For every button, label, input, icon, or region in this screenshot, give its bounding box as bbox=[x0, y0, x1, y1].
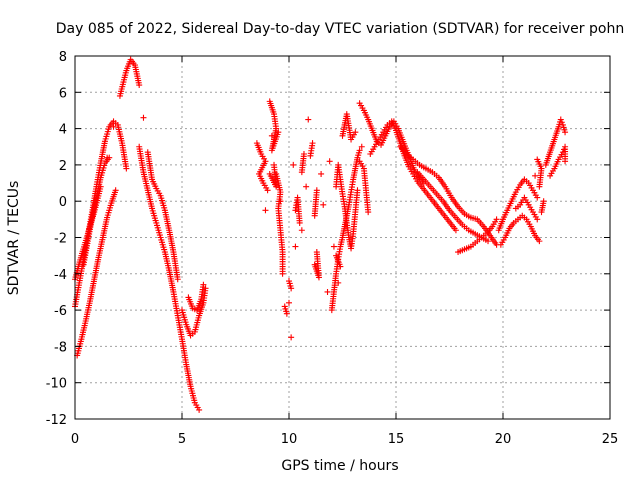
data-point bbox=[534, 216, 541, 223]
data-point bbox=[534, 194, 541, 201]
data-point bbox=[318, 170, 325, 177]
series-cluster-12-13h bbox=[328, 111, 372, 314]
y-tick-label: 8 bbox=[59, 50, 67, 65]
y-tick-label: -12 bbox=[46, 413, 67, 428]
data-point bbox=[326, 158, 333, 165]
data-point bbox=[300, 151, 307, 158]
data-point bbox=[112, 187, 119, 194]
series-arc-steep-decline bbox=[136, 143, 203, 413]
grid-lines bbox=[75, 56, 610, 419]
data-point bbox=[286, 299, 292, 306]
data-point bbox=[136, 82, 143, 89]
y-axis-label: SDTVAR / TECUs bbox=[6, 181, 22, 296]
data-point bbox=[262, 207, 269, 214]
y-tick-label: -6 bbox=[54, 304, 67, 319]
data-point bbox=[264, 187, 271, 194]
data-point bbox=[123, 165, 130, 172]
series-arc-16-19h bbox=[414, 169, 492, 245]
data-point bbox=[485, 238, 492, 245]
series-arc-lower-branch bbox=[74, 187, 119, 359]
series-cluster-10-11h bbox=[290, 116, 333, 295]
x-tick-label: 25 bbox=[602, 432, 619, 447]
series-arc-main-peak bbox=[72, 56, 209, 339]
data-point bbox=[354, 187, 361, 194]
axis-ticks bbox=[74, 55, 611, 420]
y-tick-label: -8 bbox=[54, 340, 67, 355]
y-tick-label: 0 bbox=[59, 195, 67, 210]
data-point bbox=[288, 285, 295, 292]
data-point bbox=[365, 209, 372, 216]
data-point bbox=[538, 209, 545, 216]
data-point bbox=[358, 143, 365, 150]
data-point bbox=[337, 263, 344, 270]
data-point bbox=[311, 261, 318, 268]
data-point bbox=[196, 406, 203, 413]
data-point bbox=[106, 154, 113, 161]
data-point bbox=[283, 310, 290, 317]
y-tick-label: 4 bbox=[59, 123, 67, 138]
data-point bbox=[493, 216, 500, 223]
series-cluster-20-22h bbox=[495, 156, 547, 248]
data-point bbox=[298, 227, 305, 234]
data-point bbox=[305, 116, 312, 123]
x-tick-label: 20 bbox=[495, 432, 512, 447]
data-point bbox=[330, 243, 337, 250]
data-point bbox=[320, 201, 327, 208]
data-point bbox=[266, 170, 273, 177]
data-point bbox=[292, 243, 299, 250]
data-point bbox=[534, 156, 541, 163]
data-point bbox=[313, 187, 320, 194]
series-arc-side-lobe bbox=[80, 154, 113, 268]
data-point bbox=[140, 114, 147, 121]
data-point bbox=[352, 129, 359, 136]
data-point bbox=[174, 276, 181, 283]
data-point bbox=[558, 119, 565, 126]
data-point bbox=[288, 334, 295, 341]
y-axis-tick-labels: -12 -10 -8 -6 -4 -2 0 2 4 6 8 bbox=[46, 50, 67, 428]
data-point bbox=[532, 172, 539, 179]
data-point bbox=[536, 238, 543, 245]
y-tick-label: 2 bbox=[59, 159, 67, 174]
x-axis-tick-labels: 0 5 10 15 20 25 bbox=[71, 432, 618, 447]
x-tick-label: 15 bbox=[388, 432, 405, 447]
data-point bbox=[279, 270, 286, 277]
data-point bbox=[277, 198, 284, 205]
x-tick-label: 0 bbox=[71, 432, 79, 447]
x-tick-label: 5 bbox=[178, 432, 186, 447]
x-axis-label: GPS time / hours bbox=[281, 458, 398, 474]
y-tick-label: 6 bbox=[59, 86, 67, 101]
series-arc-tail bbox=[185, 281, 207, 314]
data-point bbox=[200, 281, 207, 288]
data-point bbox=[324, 288, 331, 295]
data-point bbox=[557, 116, 564, 123]
data-point bbox=[303, 183, 310, 190]
y-tick-label: -2 bbox=[54, 232, 67, 247]
series-arc-22-23h bbox=[542, 116, 569, 179]
data-point bbox=[562, 129, 569, 136]
data-point bbox=[562, 158, 569, 165]
data-points bbox=[72, 56, 569, 413]
series-segment-18-19h bbox=[455, 216, 500, 256]
data-point bbox=[356, 147, 363, 154]
series-arc-15-18h-upper bbox=[397, 143, 500, 248]
data-point bbox=[290, 161, 297, 168]
series-cluster-9h bbox=[253, 98, 295, 341]
data-point bbox=[275, 129, 282, 136]
chart-title: Day 085 of 2022, Sidereal Day-to-day VTE… bbox=[56, 21, 624, 37]
y-tick-label: -4 bbox=[54, 268, 67, 283]
data-point bbox=[335, 279, 342, 286]
data-point bbox=[309, 140, 316, 147]
y-tick-label: -10 bbox=[46, 377, 67, 392]
data-point bbox=[452, 227, 459, 234]
x-tick-label: 10 bbox=[281, 432, 298, 447]
data-point bbox=[296, 219, 303, 226]
